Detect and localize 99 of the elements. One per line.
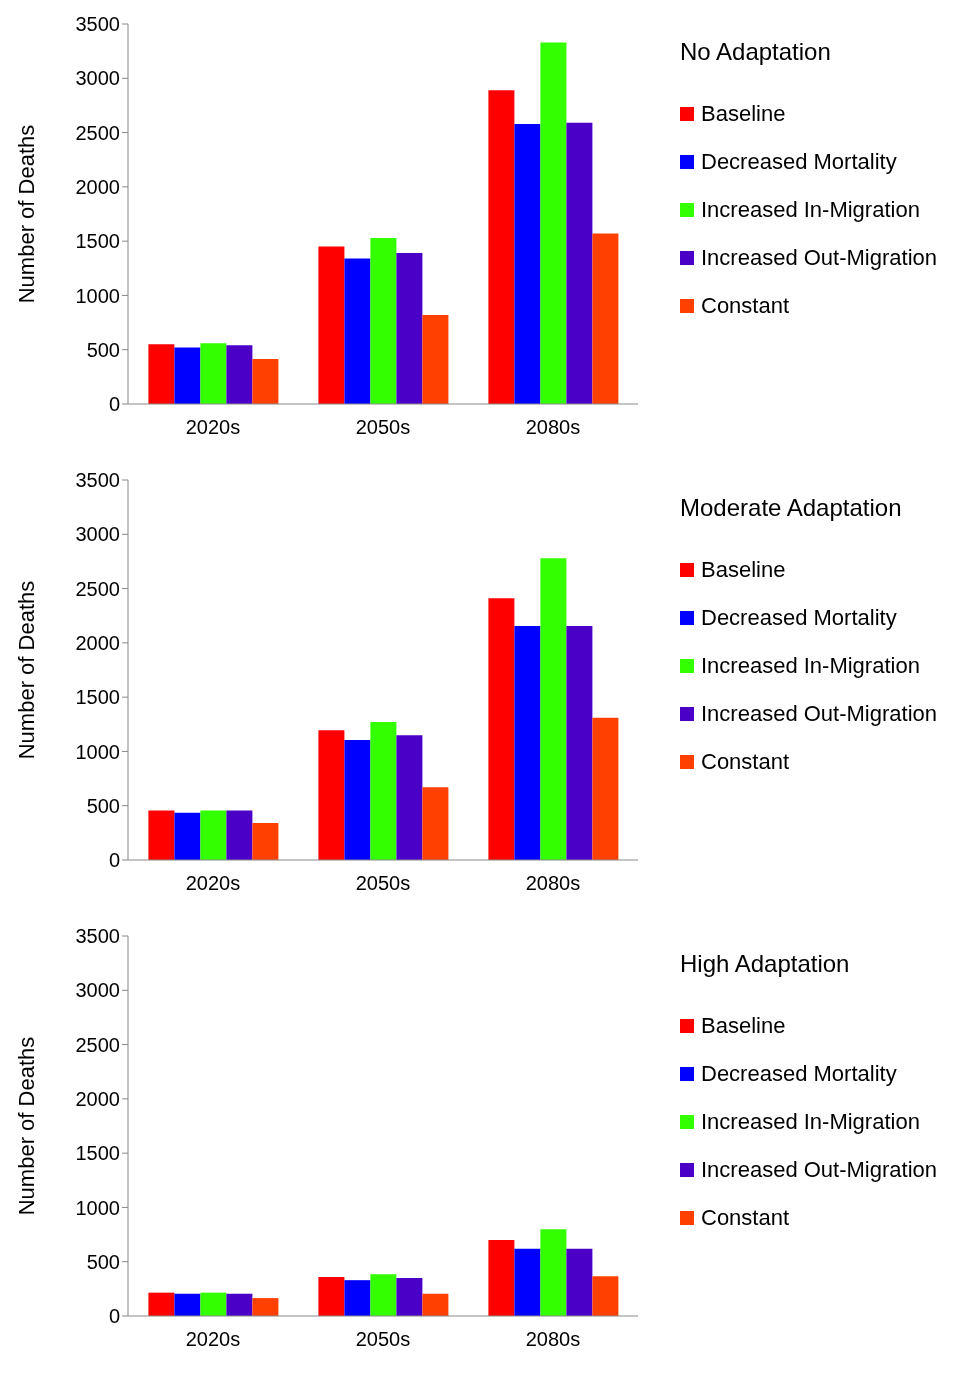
y-tick-label: 1500 — [75, 1142, 120, 1165]
bar — [592, 1276, 619, 1316]
y-tick-label: 3500 — [75, 925, 120, 948]
bar — [252, 823, 279, 860]
legend-label: Increased In-Migration — [701, 653, 920, 679]
legend-title: Moderate Adaptation — [680, 494, 903, 522]
x-tick-label: 2050s — [355, 1328, 411, 1351]
y-tick-label: 0 — [108, 1305, 120, 1328]
x-tick-label: 2080s — [525, 416, 581, 439]
x-tick-label: 2080s — [525, 872, 581, 895]
legend-label: Decreased Mortality — [701, 1061, 897, 1087]
y-tick-label: 500 — [86, 794, 120, 817]
bar — [318, 1276, 345, 1316]
bar — [514, 626, 541, 860]
bar — [318, 730, 345, 860]
bar — [226, 345, 253, 404]
bar — [226, 1293, 253, 1316]
bar — [566, 122, 593, 404]
bar — [174, 347, 201, 404]
legend-label: Increased In-Migration — [701, 197, 920, 223]
y-tick-label: 1000 — [75, 1196, 120, 1219]
x-tick-label: 2020s — [185, 872, 241, 895]
bar — [540, 42, 567, 404]
x-tick-label: 2050s — [355, 416, 411, 439]
legend-label: Constant — [701, 293, 790, 319]
bar — [174, 1293, 201, 1316]
bar — [148, 810, 175, 860]
x-tick-label: 2080s — [525, 1328, 581, 1351]
x-tick-label: 2050s — [355, 872, 411, 895]
bar — [318, 246, 345, 404]
bar — [422, 787, 449, 860]
legend-label: Baseline — [701, 101, 786, 127]
bar — [148, 344, 175, 404]
legend-label: Decreased Mortality — [701, 605, 897, 631]
bar — [592, 717, 619, 860]
legend-label: Constant — [701, 1205, 790, 1231]
bar — [592, 233, 619, 404]
bar — [422, 1293, 449, 1316]
bar — [200, 1292, 227, 1316]
bar — [148, 1292, 175, 1316]
legend-title: High Adaptation — [680, 950, 851, 978]
bar — [566, 1248, 593, 1316]
bar — [174, 812, 201, 860]
bar — [540, 1229, 567, 1316]
y-axis-title: Number of Deaths — [13, 124, 39, 304]
legend-label: Increased Out-Migration — [701, 245, 937, 271]
bar — [200, 343, 227, 404]
bar — [344, 1280, 371, 1316]
legend-label: Constant — [701, 749, 790, 775]
y-tick-label: 3500 — [75, 469, 120, 492]
y-tick-label: 1000 — [75, 284, 120, 307]
y-tick-label: 2000 — [75, 631, 120, 654]
bar — [540, 558, 567, 860]
y-tick-label: 1000 — [75, 740, 120, 763]
x-tick-label: 2020s — [185, 416, 241, 439]
y-tick-label: 2500 — [75, 1033, 120, 1056]
bar — [396, 253, 423, 404]
legend-label: Increased Out-Migration — [701, 701, 937, 727]
bar — [370, 1274, 397, 1316]
legend-title: No Adaptation — [680, 38, 832, 66]
y-tick-label: 0 — [108, 849, 120, 872]
legend-label: Baseline — [701, 557, 786, 583]
y-tick-label: 1500 — [75, 686, 120, 709]
legend-label: Increased In-Migration — [701, 1109, 920, 1135]
bar — [370, 237, 397, 404]
bar — [514, 123, 541, 404]
y-tick-label: 2000 — [75, 175, 120, 198]
legend-label: Baseline — [701, 1013, 786, 1039]
y-tick-label: 500 — [86, 1250, 120, 1273]
bar — [422, 314, 449, 404]
bar — [344, 740, 371, 860]
y-axis-title: Number of Deaths — [13, 1036, 39, 1216]
legend-label: Decreased Mortality — [701, 149, 897, 175]
bar — [200, 810, 227, 860]
y-tick-label: 500 — [86, 338, 120, 361]
bar — [370, 722, 397, 860]
legend-label: Increased Out-Migration — [701, 1157, 937, 1183]
bar — [566, 626, 593, 860]
bar — [252, 1298, 279, 1316]
y-tick-label: 3500 — [75, 13, 120, 36]
y-tick-label: 3000 — [75, 523, 120, 546]
bar — [344, 258, 371, 404]
bar — [396, 1278, 423, 1316]
bar — [488, 598, 515, 860]
bar — [396, 735, 423, 860]
bar — [252, 358, 279, 404]
y-tick-label: 2000 — [75, 1087, 120, 1110]
y-tick-label: 2500 — [75, 121, 120, 144]
y-tick-label: 1500 — [75, 230, 120, 253]
y-tick-label: 2500 — [75, 577, 120, 600]
y-tick-label: 3000 — [75, 67, 120, 90]
y-tick-label: 3000 — [75, 979, 120, 1002]
bar — [488, 1240, 515, 1316]
y-tick-label: 0 — [108, 393, 120, 416]
y-axis-title: Number of Deaths — [13, 580, 39, 760]
bar — [514, 1248, 541, 1316]
bar — [226, 810, 253, 860]
bar — [488, 90, 515, 404]
x-tick-label: 2020s — [185, 1328, 241, 1351]
